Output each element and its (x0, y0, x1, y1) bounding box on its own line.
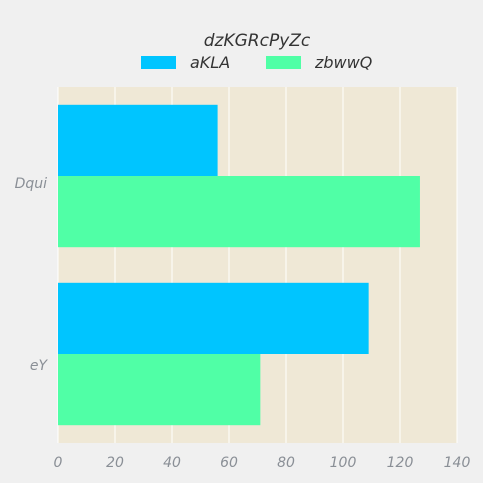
y-tick-label: Dqui (15, 176, 48, 192)
x-tick-label: 0 (54, 455, 63, 471)
x-tick-label: 140 (444, 455, 471, 471)
x-tick-label: 120 (387, 455, 414, 471)
y-axis-ticks: Dqui eY (15, 176, 49, 374)
bar-zbwwq-ey (58, 354, 261, 426)
bar-akla-dqui (58, 104, 218, 176)
x-tick-label: 20 (106, 455, 124, 471)
y-tick-label: eY (30, 358, 49, 374)
legend-label-zbwwq: zbwwQ (314, 53, 372, 72)
legend-label-akla: aKLA (190, 53, 230, 72)
x-tick-label: 80 (277, 455, 295, 471)
legend: aKLA zbwwQ (141, 53, 372, 72)
x-tick-label: 60 (220, 455, 238, 471)
x-tick-label: 100 (330, 455, 357, 471)
bar-akla-ey (58, 282, 369, 354)
legend-swatch-akla (141, 56, 176, 69)
bars (58, 104, 420, 426)
x-axis-ticks: 0 20 40 60 80 100 120 140 (54, 455, 471, 471)
chart-title: dzKGRcPyZc (204, 31, 311, 51)
x-tick-label: 40 (163, 455, 181, 471)
legend-swatch-zbwwq (266, 56, 301, 69)
bar-zbwwq-dqui (58, 176, 420, 248)
